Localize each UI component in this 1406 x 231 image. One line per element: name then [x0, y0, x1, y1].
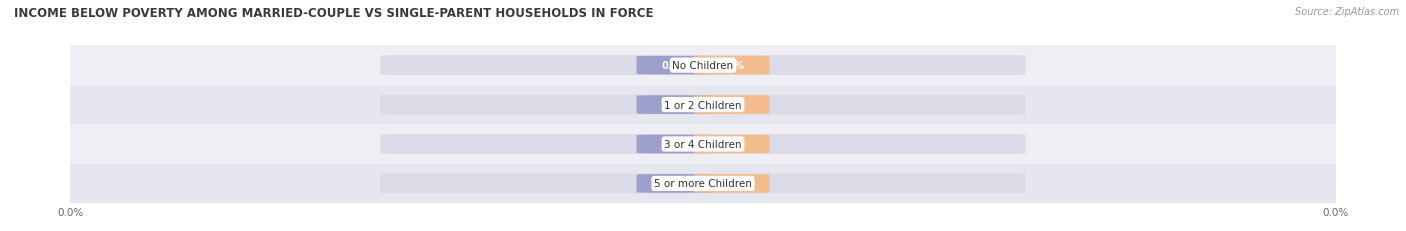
- Text: 0.0%: 0.0%: [661, 61, 688, 71]
- FancyBboxPatch shape: [70, 85, 1336, 125]
- FancyBboxPatch shape: [637, 96, 713, 114]
- FancyBboxPatch shape: [637, 174, 713, 193]
- Text: No Children: No Children: [672, 61, 734, 71]
- Text: Source: ZipAtlas.com: Source: ZipAtlas.com: [1295, 7, 1399, 17]
- FancyBboxPatch shape: [380, 56, 1026, 76]
- Text: 0.0%: 0.0%: [718, 139, 745, 149]
- FancyBboxPatch shape: [637, 135, 713, 154]
- FancyBboxPatch shape: [637, 57, 713, 75]
- FancyBboxPatch shape: [693, 135, 769, 154]
- FancyBboxPatch shape: [70, 164, 1336, 203]
- FancyBboxPatch shape: [693, 174, 769, 193]
- Text: 0.0%: 0.0%: [718, 179, 745, 189]
- Text: 5 or more Children: 5 or more Children: [654, 179, 752, 189]
- Text: 0.0%: 0.0%: [661, 179, 688, 189]
- FancyBboxPatch shape: [380, 95, 1026, 115]
- FancyBboxPatch shape: [693, 57, 769, 75]
- Text: 0.0%: 0.0%: [661, 100, 688, 110]
- FancyBboxPatch shape: [70, 125, 1336, 164]
- Text: 3 or 4 Children: 3 or 4 Children: [664, 139, 742, 149]
- Text: 0.0%: 0.0%: [661, 139, 688, 149]
- FancyBboxPatch shape: [380, 134, 1026, 154]
- Text: 0.0%: 0.0%: [718, 61, 745, 71]
- Text: 1 or 2 Children: 1 or 2 Children: [664, 100, 742, 110]
- Text: INCOME BELOW POVERTY AMONG MARRIED-COUPLE VS SINGLE-PARENT HOUSEHOLDS IN FORCE: INCOME BELOW POVERTY AMONG MARRIED-COUPL…: [14, 7, 654, 20]
- Text: 0.0%: 0.0%: [718, 100, 745, 110]
- FancyBboxPatch shape: [693, 96, 769, 114]
- FancyBboxPatch shape: [380, 174, 1026, 194]
- FancyBboxPatch shape: [70, 46, 1336, 85]
